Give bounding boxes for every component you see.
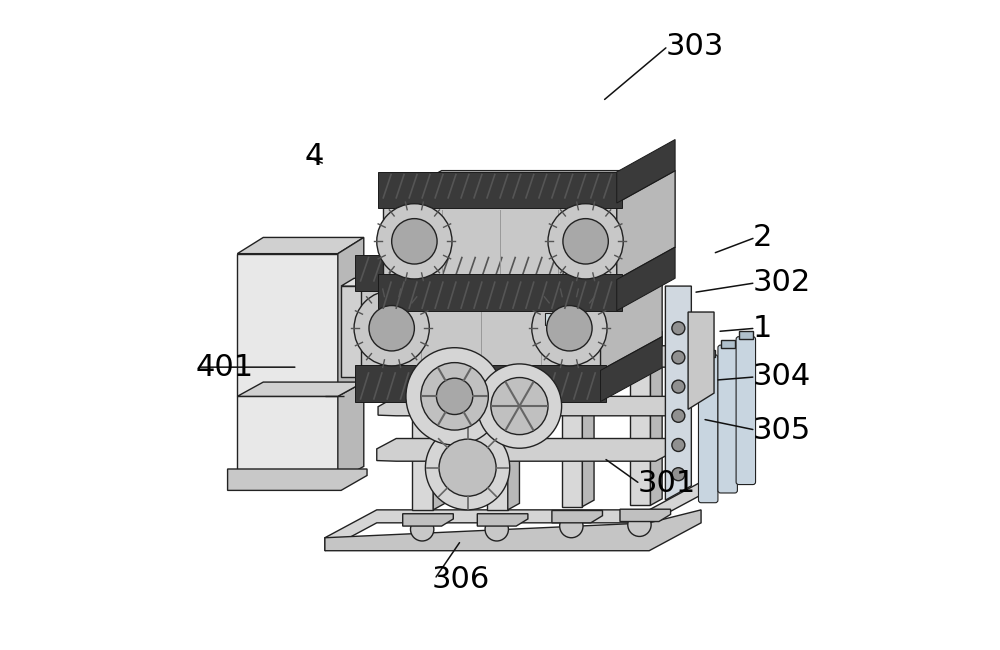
Circle shape — [377, 203, 452, 279]
Circle shape — [672, 322, 685, 335]
Polygon shape — [237, 254, 338, 396]
Circle shape — [369, 306, 414, 351]
Polygon shape — [383, 171, 675, 203]
Polygon shape — [650, 332, 662, 505]
Polygon shape — [378, 396, 685, 416]
Polygon shape — [487, 335, 519, 341]
Circle shape — [672, 410, 685, 422]
Polygon shape — [601, 337, 662, 402]
Polygon shape — [562, 332, 594, 338]
Polygon shape — [617, 247, 675, 311]
Polygon shape — [545, 313, 578, 325]
Polygon shape — [341, 286, 380, 377]
Polygon shape — [338, 382, 364, 480]
Circle shape — [672, 468, 685, 480]
Circle shape — [672, 439, 685, 452]
Circle shape — [491, 378, 548, 435]
Text: 401: 401 — [195, 353, 253, 382]
FancyBboxPatch shape — [698, 355, 718, 502]
Circle shape — [628, 513, 651, 536]
Polygon shape — [458, 426, 464, 445]
Text: 302: 302 — [753, 268, 811, 297]
Polygon shape — [630, 338, 650, 505]
Circle shape — [672, 380, 685, 393]
Polygon shape — [477, 514, 528, 526]
Circle shape — [548, 203, 623, 279]
Polygon shape — [325, 510, 701, 551]
Polygon shape — [237, 237, 364, 254]
Polygon shape — [325, 482, 701, 551]
Polygon shape — [377, 439, 675, 462]
Polygon shape — [508, 335, 519, 510]
Circle shape — [477, 364, 562, 448]
Polygon shape — [412, 341, 433, 510]
Circle shape — [560, 514, 583, 538]
Polygon shape — [341, 278, 393, 286]
Circle shape — [425, 426, 510, 510]
Polygon shape — [601, 252, 662, 370]
Circle shape — [547, 306, 592, 351]
Text: 4: 4 — [304, 142, 323, 171]
Polygon shape — [403, 514, 453, 526]
Polygon shape — [562, 338, 582, 506]
Circle shape — [392, 218, 437, 264]
Polygon shape — [412, 335, 445, 341]
Polygon shape — [721, 340, 735, 348]
Polygon shape — [617, 140, 675, 203]
Circle shape — [563, 218, 608, 264]
Circle shape — [410, 517, 434, 541]
Circle shape — [354, 291, 429, 366]
Circle shape — [406, 348, 503, 445]
Polygon shape — [355, 255, 606, 291]
Polygon shape — [630, 332, 662, 338]
Polygon shape — [582, 332, 594, 506]
Circle shape — [436, 378, 473, 415]
FancyBboxPatch shape — [736, 337, 756, 484]
Polygon shape — [739, 332, 753, 339]
Polygon shape — [228, 469, 367, 490]
Polygon shape — [237, 396, 338, 480]
Text: 305: 305 — [753, 415, 811, 445]
Polygon shape — [361, 286, 601, 370]
Polygon shape — [620, 509, 671, 521]
Circle shape — [439, 439, 496, 496]
Text: 301: 301 — [638, 469, 696, 499]
Polygon shape — [338, 237, 364, 396]
Circle shape — [532, 291, 607, 366]
Text: 306: 306 — [432, 565, 490, 593]
Polygon shape — [552, 510, 602, 523]
Polygon shape — [378, 274, 622, 311]
Text: 304: 304 — [753, 363, 811, 391]
Text: 1: 1 — [753, 314, 772, 343]
Polygon shape — [383, 203, 617, 280]
Polygon shape — [361, 252, 662, 286]
Polygon shape — [237, 382, 364, 396]
Polygon shape — [617, 171, 675, 280]
Polygon shape — [688, 312, 714, 410]
FancyBboxPatch shape — [718, 345, 737, 493]
Circle shape — [421, 363, 488, 430]
Circle shape — [672, 351, 685, 364]
Polygon shape — [665, 286, 691, 500]
Polygon shape — [701, 350, 715, 358]
Polygon shape — [601, 221, 662, 286]
Circle shape — [485, 517, 508, 541]
Polygon shape — [355, 365, 606, 402]
Text: 303: 303 — [665, 32, 724, 60]
Polygon shape — [378, 172, 622, 208]
Polygon shape — [433, 335, 445, 510]
Text: 2: 2 — [753, 223, 772, 252]
Polygon shape — [487, 341, 508, 510]
Polygon shape — [513, 429, 526, 445]
Polygon shape — [378, 346, 688, 367]
